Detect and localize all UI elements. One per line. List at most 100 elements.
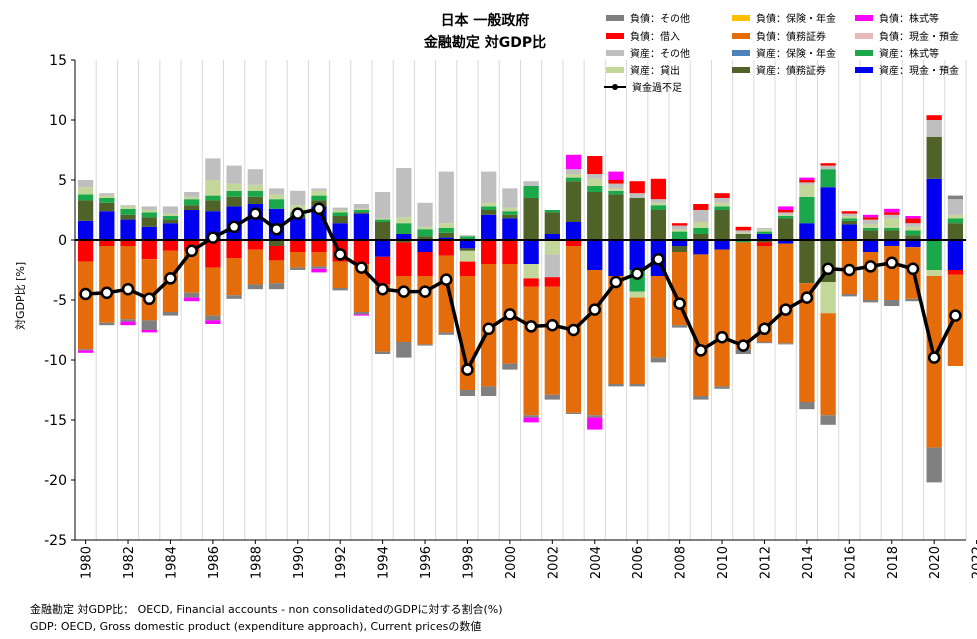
- legend-item: 資産：債務証券: [732, 62, 826, 77]
- bar-segment: [353, 264, 370, 312]
- bar-segment: [608, 240, 624, 276]
- bar-segment: [459, 240, 476, 249]
- bar-segment: [756, 228, 773, 230]
- bar-segment: [120, 240, 136, 246]
- y-tick-label: 0: [58, 233, 67, 249]
- net-lending-point: [843, 263, 856, 277]
- x-tick-label: 2022: [971, 546, 977, 579]
- bar-segment: [905, 226, 921, 231]
- bar-segment: [884, 300, 900, 306]
- y-tick-label: 15: [49, 53, 67, 69]
- bar-segment: [523, 264, 539, 279]
- bar-segment: [374, 192, 391, 219]
- bar-segment: [650, 357, 667, 363]
- x-tick-label: 2002: [546, 546, 561, 579]
- bar-segment: [311, 252, 327, 267]
- bar-segment: [629, 240, 645, 270]
- net-lending-point: [355, 261, 368, 274]
- net-lending-point: [376, 282, 389, 296]
- bar-segment: [608, 194, 624, 240]
- bar-segment: [290, 190, 306, 206]
- bar-segment: [459, 248, 476, 251]
- bar-segment: [544, 210, 560, 213]
- legend-swatch: [855, 14, 873, 21]
- x-tick-label: 1986: [207, 546, 222, 579]
- bar-segment: [735, 240, 751, 243]
- bar-segment: [77, 194, 94, 201]
- bar-segment: [268, 194, 285, 200]
- bar-segment: [544, 240, 560, 255]
- bar-segment: [438, 232, 454, 238]
- bar-segment: [608, 183, 624, 189]
- net-lending-point: [227, 220, 241, 234]
- net-lending-point: [79, 287, 92, 301]
- bar-segment: [565, 177, 582, 182]
- legend-label: 資産：債務証券: [756, 66, 826, 77]
- bar-segment: [226, 295, 242, 299]
- bar-segment: [778, 216, 794, 219]
- net-lending-point: [503, 308, 517, 321]
- bar-segment: [714, 206, 730, 210]
- bar-segment: [353, 213, 370, 240]
- bar-segment: [671, 225, 688, 230]
- net-lending-point: [779, 303, 792, 316]
- y-tick-label: 5: [58, 173, 67, 189]
- bar-segment: [141, 240, 157, 260]
- bar-segment: [353, 204, 370, 209]
- bar-segment: [608, 190, 624, 195]
- bar-segment: [162, 219, 179, 224]
- bar-segment: [77, 349, 94, 351]
- bar-segment: [905, 230, 921, 236]
- bar-segment: [120, 206, 136, 209]
- bar-segment: [332, 261, 348, 288]
- bar-segment: [141, 217, 157, 227]
- bar-segment: [862, 219, 879, 225]
- bar-segment: [671, 246, 688, 252]
- bar-segment: [332, 212, 348, 216]
- bar-segment: [905, 216, 921, 219]
- bar-segment: [205, 180, 221, 196]
- legend-swatch: [606, 14, 624, 21]
- x-tick-label: 1996: [419, 546, 434, 579]
- bar-segment: [141, 320, 157, 330]
- bar-segment: [714, 249, 730, 387]
- net-lending-point: [949, 309, 962, 322]
- bar-segment: [481, 240, 497, 264]
- bar-segment: [268, 246, 285, 261]
- x-tick-label: 2018: [886, 546, 901, 579]
- bar-segment: [862, 230, 879, 240]
- bar-segment: [799, 184, 815, 197]
- bar-segment: [374, 218, 391, 220]
- x-tick-label: 2004: [589, 546, 604, 579]
- bar-segment: [99, 240, 115, 246]
- bar-segment: [77, 240, 94, 262]
- bar-segment: [332, 216, 348, 224]
- bar-segment: [141, 259, 157, 321]
- bar-segment: [332, 288, 348, 291]
- bar-segment: [502, 218, 518, 240]
- bar-segment: [141, 226, 157, 240]
- bar-segment: [820, 187, 836, 240]
- bar-segment: [481, 171, 497, 203]
- bar-segment: [311, 240, 327, 252]
- bar-segment: [841, 216, 857, 219]
- bar-segment: [205, 195, 221, 201]
- bar-segment: [947, 218, 964, 224]
- x-tick-label: 2020: [928, 546, 943, 579]
- bar-segment: [735, 234, 751, 239]
- y-tick-label: -20: [44, 473, 67, 489]
- bar-segment: [650, 199, 667, 203]
- bar-segment: [247, 184, 263, 191]
- bar-segment: [947, 195, 964, 200]
- net-lending-point: [206, 231, 220, 244]
- legend-swatch: [732, 66, 750, 73]
- legend-swatch: [732, 49, 750, 56]
- bar-segment: [77, 187, 94, 195]
- bar-segment: [311, 266, 327, 269]
- bar-segment: [544, 394, 560, 400]
- bar-segment: [884, 212, 900, 215]
- bar-segment: [438, 255, 454, 333]
- x-tick-label: 2014: [801, 546, 816, 579]
- bar-segment: [841, 220, 857, 225]
- bar-segment: [841, 218, 857, 221]
